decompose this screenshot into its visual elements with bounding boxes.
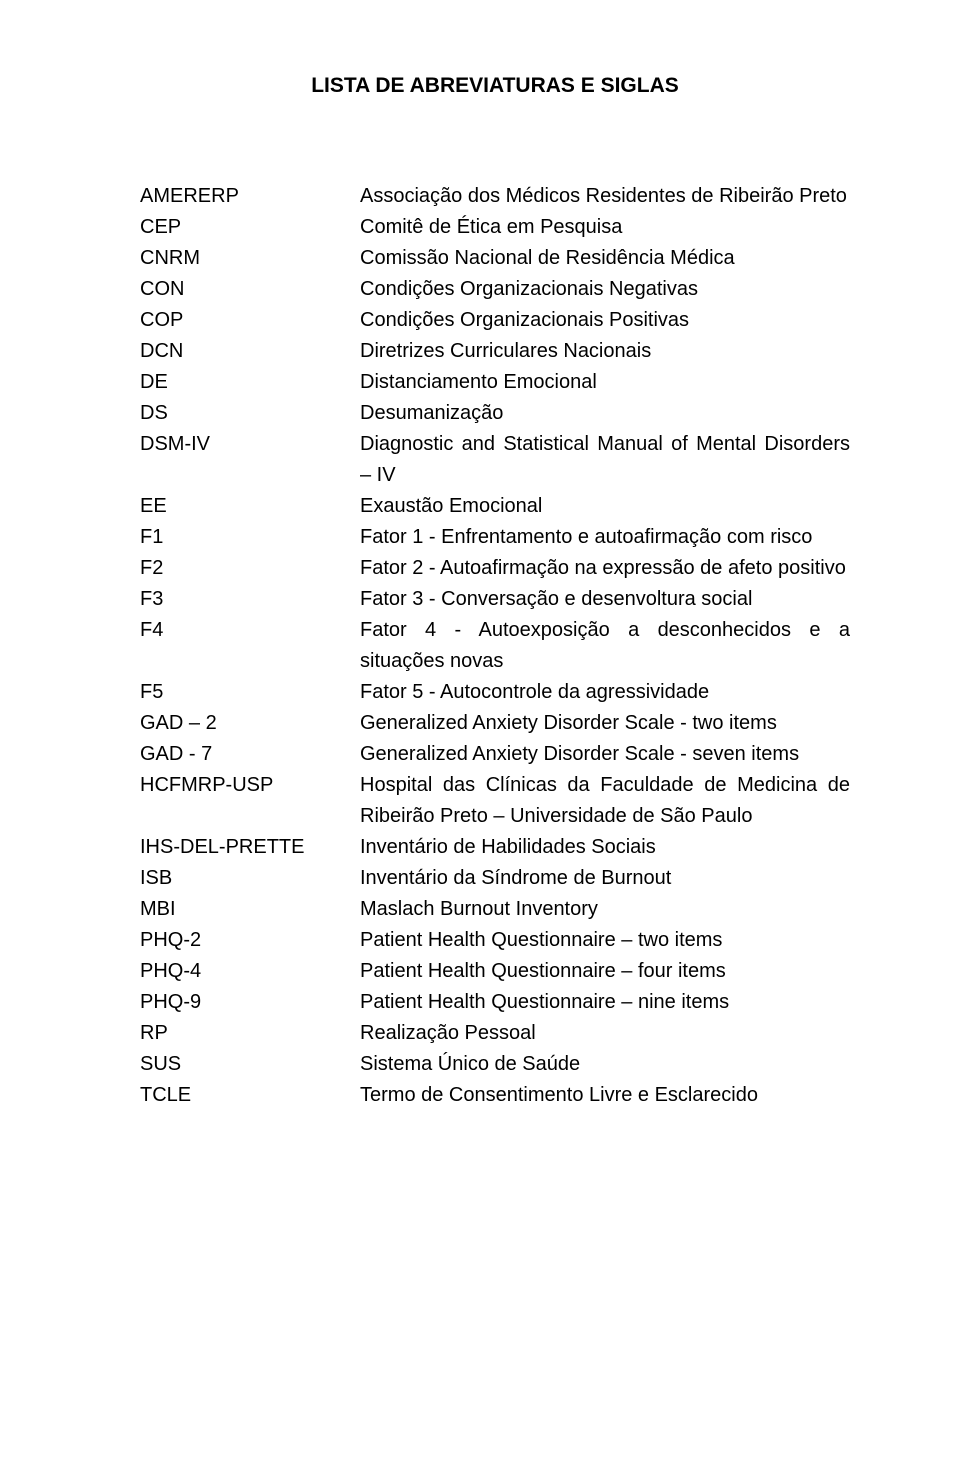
abbr-definition: Patient Health Questionnaire – two items bbox=[360, 925, 850, 956]
abbr-entry: IHS-DEL-PRETTEInventário de Habilidades … bbox=[140, 832, 850, 863]
abbr-entry: PHQ-2Patient Health Questionnaire – two … bbox=[140, 925, 850, 956]
abbr-entry: DEDistanciamento Emocional bbox=[140, 367, 850, 398]
abbr-entry: DCNDiretrizes Curriculares Nacionais bbox=[140, 336, 850, 367]
abbr-definition: Exaustão Emocional bbox=[360, 491, 850, 522]
abbr-definition: Condições Organizacionais Positivas bbox=[360, 305, 850, 336]
abbr-definition: Hospital das Clínicas da Faculdade de Me… bbox=[360, 770, 850, 832]
abbr-entry: F4Fator 4 - Autoexposição a desconhecido… bbox=[140, 615, 850, 677]
abbr-term: ISB bbox=[140, 863, 360, 894]
abbr-definition: Distanciamento Emocional bbox=[360, 367, 850, 398]
abbr-term: GAD – 2 bbox=[140, 708, 360, 739]
abbr-definition: Generalized Anxiety Disorder Scale - two… bbox=[360, 708, 850, 739]
abbr-definition: Fator 3 - Conversação e desenvoltura soc… bbox=[360, 584, 850, 615]
abbr-entry: SUSSistema Único de Saúde bbox=[140, 1049, 850, 1080]
abbr-term: PHQ-2 bbox=[140, 925, 360, 956]
abbr-entry: TCLETermo de Consentimento Livre e Escla… bbox=[140, 1080, 850, 1111]
abbr-definition: Inventário da Síndrome de Burnout bbox=[360, 863, 850, 894]
abbr-term: DE bbox=[140, 367, 360, 398]
abbr-definition: Termo de Consentimento Livre e Esclareci… bbox=[360, 1080, 850, 1111]
abbr-definition: Comissão Nacional de Residência Médica bbox=[360, 243, 850, 274]
abbr-entry: AMERERPAssociação dos Médicos Residentes… bbox=[140, 181, 850, 212]
abbr-definition: Diagnostic and Statistical Manual of Men… bbox=[360, 429, 850, 491]
abbr-entry: MBIMaslach Burnout Inventory bbox=[140, 894, 850, 925]
abbr-definition: Diretrizes Curriculares Nacionais bbox=[360, 336, 850, 367]
document-page: LISTA DE ABREVIATURAS E SIGLAS AMERERPAs… bbox=[0, 0, 960, 1463]
abbr-entry: CEPComitê de Ética em Pesquisa bbox=[140, 212, 850, 243]
abbr-entry: F2Fator 2 - Autoafirmação na expressão d… bbox=[140, 553, 850, 584]
abbr-entry: ISBInventário da Síndrome de Burnout bbox=[140, 863, 850, 894]
abbr-entry: GAD - 7Generalized Anxiety Disorder Scal… bbox=[140, 739, 850, 770]
abbr-entry: GAD – 2Generalized Anxiety Disorder Scal… bbox=[140, 708, 850, 739]
abbreviation-list: AMERERPAssociação dos Médicos Residentes… bbox=[140, 181, 850, 1111]
abbr-entry: HCFMRP-USPHospital das Clínicas da Facul… bbox=[140, 770, 850, 832]
abbr-term: TCLE bbox=[140, 1080, 360, 1111]
abbr-term: DS bbox=[140, 398, 360, 429]
abbr-term: F5 bbox=[140, 677, 360, 708]
abbr-entry: F1Fator 1 - Enfrentamento e autoafirmaçã… bbox=[140, 522, 850, 553]
abbr-term: PHQ-4 bbox=[140, 956, 360, 987]
abbr-entry: F3Fator 3 - Conversação e desenvoltura s… bbox=[140, 584, 850, 615]
abbr-entry: DSDesumanização bbox=[140, 398, 850, 429]
abbr-entry: PHQ-4Patient Health Questionnaire – four… bbox=[140, 956, 850, 987]
abbr-definition: Sistema Único de Saúde bbox=[360, 1049, 850, 1080]
abbr-entry: F5Fator 5 - Autocontrole da agressividad… bbox=[140, 677, 850, 708]
abbr-definition: Associação dos Médicos Residentes de Rib… bbox=[360, 181, 850, 212]
abbr-term: DSM-IV bbox=[140, 429, 360, 460]
abbr-term: F2 bbox=[140, 553, 360, 584]
abbr-term: DCN bbox=[140, 336, 360, 367]
abbr-term: AMERERP bbox=[140, 181, 360, 212]
abbr-entry: COPCondições Organizacionais Positivas bbox=[140, 305, 850, 336]
abbr-entry: CONCondições Organizacionais Negativas bbox=[140, 274, 850, 305]
abbr-term: CNRM bbox=[140, 243, 360, 274]
abbr-definition: Fator 2 - Autoafirmação na expressão de … bbox=[360, 553, 850, 584]
abbr-entry: CNRMComissão Nacional de Residência Médi… bbox=[140, 243, 850, 274]
abbr-term: GAD - 7 bbox=[140, 739, 360, 770]
abbr-definition: Realização Pessoal bbox=[360, 1018, 850, 1049]
abbr-definition: Fator 4 - Autoexposição a desconhecidos … bbox=[360, 615, 850, 677]
abbr-term: CON bbox=[140, 274, 360, 305]
abbr-term: IHS-DEL-PRETTE bbox=[140, 832, 360, 863]
abbr-term: EE bbox=[140, 491, 360, 522]
abbr-entry: RPRealização Pessoal bbox=[140, 1018, 850, 1049]
abbr-definition: Desumanização bbox=[360, 398, 850, 429]
abbr-term: MBI bbox=[140, 894, 360, 925]
abbr-term: SUS bbox=[140, 1049, 360, 1080]
abbr-term: F1 bbox=[140, 522, 360, 553]
abbr-definition: Generalized Anxiety Disorder Scale - sev… bbox=[360, 739, 850, 770]
abbr-term: RP bbox=[140, 1018, 360, 1049]
abbr-entry: DSM-IVDiagnostic and Statistical Manual … bbox=[140, 429, 850, 491]
abbr-entry: PHQ-9Patient Health Questionnaire – nine… bbox=[140, 987, 850, 1018]
abbr-term: F3 bbox=[140, 584, 360, 615]
abbr-definition: Inventário de Habilidades Sociais bbox=[360, 832, 850, 863]
abbr-definition: Condições Organizacionais Negativas bbox=[360, 274, 850, 305]
abbr-definition: Comitê de Ética em Pesquisa bbox=[360, 212, 850, 243]
abbr-term: CEP bbox=[140, 212, 360, 243]
abbr-term: COP bbox=[140, 305, 360, 336]
abbr-definition: Fator 5 - Autocontrole da agressividade bbox=[360, 677, 850, 708]
abbr-entry: EEExaustão Emocional bbox=[140, 491, 850, 522]
abbr-definition: Patient Health Questionnaire – nine item… bbox=[360, 987, 850, 1018]
abbr-definition: Patient Health Questionnaire – four item… bbox=[360, 956, 850, 987]
page-title: LISTA DE ABREVIATURAS E SIGLAS bbox=[140, 70, 850, 103]
abbr-term: PHQ-9 bbox=[140, 987, 360, 1018]
abbr-definition: Maslach Burnout Inventory bbox=[360, 894, 850, 925]
abbr-term: HCFMRP-USP bbox=[140, 770, 360, 801]
abbr-term: F4 bbox=[140, 615, 360, 646]
abbr-definition: Fator 1 - Enfrentamento e autoafirmação … bbox=[360, 522, 850, 553]
